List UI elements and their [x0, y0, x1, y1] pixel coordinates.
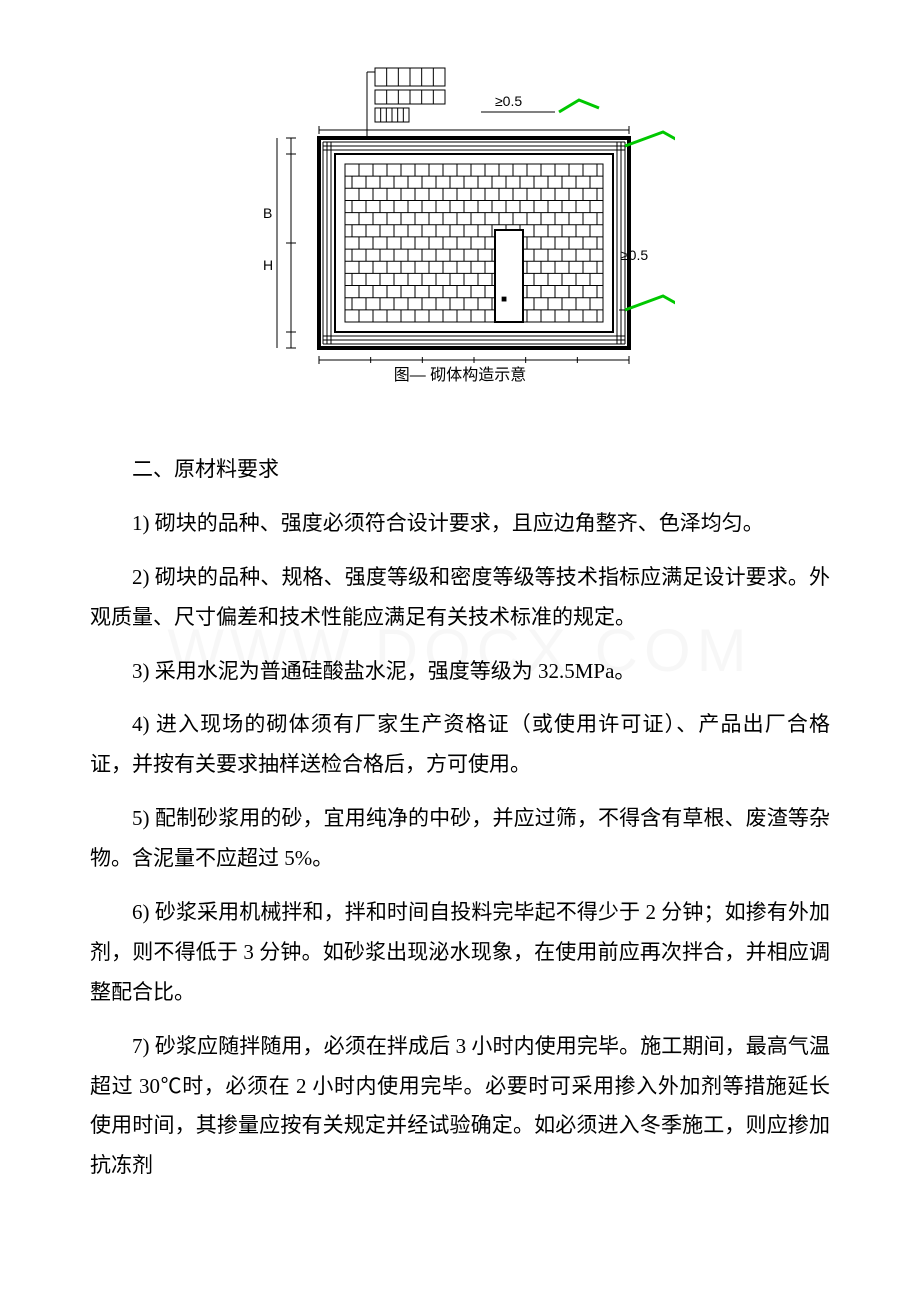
- paragraph: 6) 砂浆采用机械拌和，拌和时间自投料完毕起不得少于 2 分钟；如掺有外加剂，则…: [90, 893, 830, 1013]
- paragraph: 1) 砌块的品种、强度必须符合设计要求，且应边角整齐、色泽均匀。: [90, 504, 830, 544]
- svg-text:■: ■: [501, 294, 507, 305]
- masonry-diagram: ≥0.5 ■ B H ≥0.5 图— 砌体构造示意: [245, 60, 675, 400]
- svg-text:≥0.5: ≥0.5: [495, 93, 522, 109]
- paragraph: 5) 配制砂浆用的砂，宜用纯净的中砂，并应过筛，不得含有草根、废渣等杂物。含泥量…: [90, 799, 830, 879]
- paragraph: 3) 采用水泥为普通硅酸盐水泥，强度等级为 32.5MPa。: [90, 652, 830, 692]
- svg-text:≥0.5: ≥0.5: [621, 247, 648, 263]
- paragraph: 7) 砂浆应随拌随用，必须在拌成后 3 小时内使用完毕。施工期间，最高气温超过 …: [90, 1027, 830, 1187]
- paragraph: 4) 进入现场的砌体须有厂家生产资格证（或使用许可证）、产品出厂合格证，并按有关…: [90, 705, 830, 785]
- paragraph: 2) 砌块的品种、规格、强度等级和密度等级等技术指标应满足设计要求。外观质量、尺…: [90, 558, 830, 638]
- diagram-container: ≥0.5 ■ B H ≥0.5 图— 砌体构造示意: [90, 60, 830, 400]
- svg-text:H: H: [263, 257, 273, 273]
- svg-text:图— 砌体构造示意: 图— 砌体构造示意: [394, 365, 526, 384]
- section-heading: 二、原材料要求: [90, 450, 830, 490]
- svg-text:B: B: [263, 205, 272, 221]
